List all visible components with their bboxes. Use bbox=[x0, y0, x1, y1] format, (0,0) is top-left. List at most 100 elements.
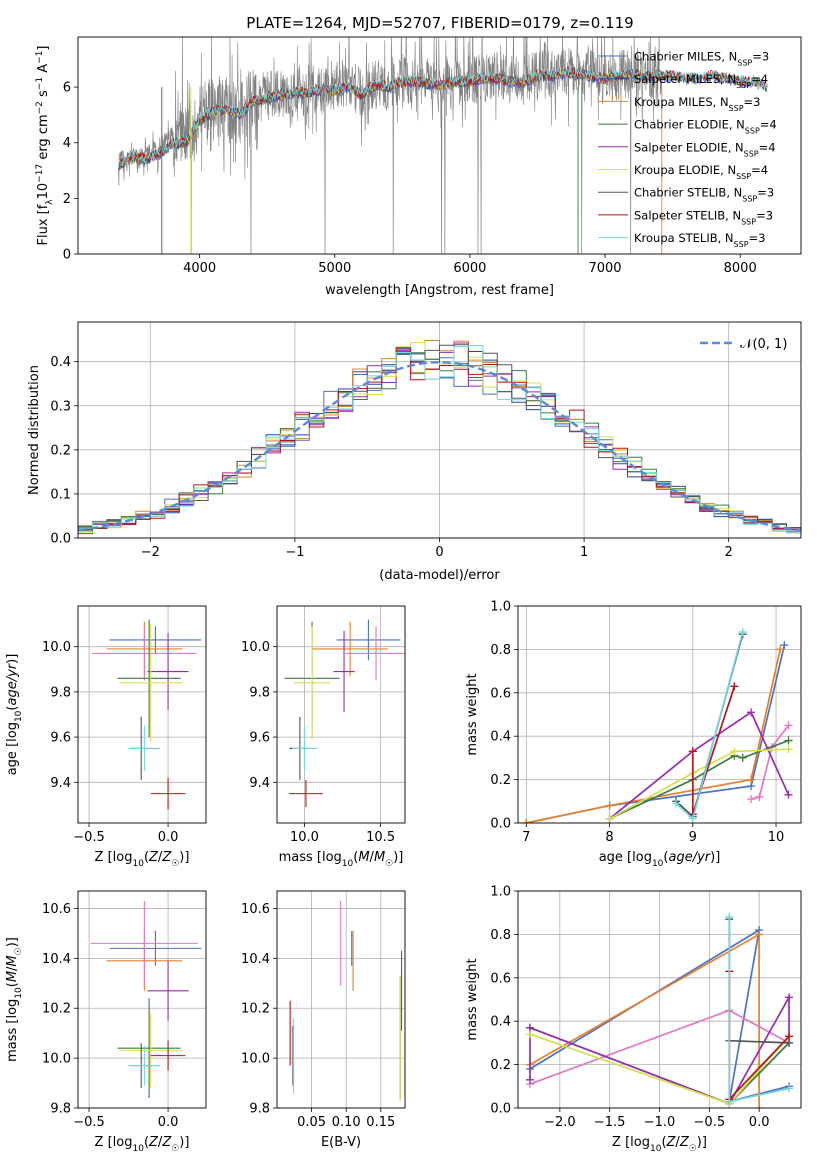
legend-sub: SSP bbox=[729, 103, 744, 112]
legend-sub: SSP bbox=[734, 240, 749, 249]
legend-sub: SSP bbox=[736, 81, 751, 90]
mass-weight-marker bbox=[525, 1075, 534, 1084]
x-tick-label: 8 bbox=[605, 830, 613, 845]
label-part: ☉ bbox=[171, 859, 179, 869]
residuals-panel: −2 −1 0 1 2 0.0 0.1 0.2 0.3 0.4 𝒩(0, 1) (data-model… bbox=[27, 321, 802, 583]
panel-x-label: Z [log10(Z/Z☉)] bbox=[95, 1135, 190, 1154]
label-part: ☉ bbox=[385, 859, 393, 869]
residuals-y-label: Normed distribution bbox=[27, 365, 42, 495]
label-part: M bbox=[5, 971, 20, 982]
mass-weight-marker bbox=[784, 736, 793, 745]
x-tick-label: −1.5 bbox=[594, 1115, 626, 1130]
label-part: age [log bbox=[5, 722, 20, 775]
mass-weight-marker bbox=[785, 1032, 794, 1041]
label-part: 10 bbox=[132, 859, 144, 869]
legend-text: Salpeter MILES, N bbox=[634, 72, 736, 86]
label-part: M bbox=[374, 850, 385, 865]
y-tick-label: 0.2 bbox=[50, 443, 71, 458]
panel-x-label: Z [log10(Z/Z☉)] bbox=[95, 850, 190, 869]
label-part: ( bbox=[353, 850, 358, 865]
y-tick-label: 0.8 bbox=[490, 928, 511, 943]
mass-weight-marker bbox=[785, 1084, 794, 1093]
legend-count: =3 bbox=[752, 50, 769, 64]
y-tick-label: 9.8 bbox=[50, 685, 71, 700]
mass-weight-marker bbox=[747, 795, 756, 804]
x-tick-label: 0.15 bbox=[366, 1115, 395, 1130]
x-tick-label: 0.0 bbox=[158, 830, 179, 845]
y-tick-label: 10.4 bbox=[241, 952, 270, 967]
label-part: M bbox=[358, 850, 369, 865]
label-part: ( bbox=[144, 850, 149, 865]
axes-frame bbox=[77, 890, 207, 1109]
x-tick-label: 0.0 bbox=[749, 1115, 770, 1130]
legend-count: =3 bbox=[757, 186, 774, 200]
y-tick-label: 10.2 bbox=[42, 1002, 71, 1017]
mass-weight-vs-metallicity-panel: −2.0 −1.5 −1.0 −0.5 0.0 0.0 0.2 0.4 0.6 0.8 1.0 Z [… bbox=[465, 885, 802, 1154]
residual-histogram bbox=[78, 345, 801, 536]
spectrum-model-line bbox=[118, 66, 768, 169]
y-tick-label: 10.2 bbox=[241, 1002, 270, 1017]
mass-weight-marker bbox=[688, 814, 697, 823]
x-tick-label: −2.0 bbox=[544, 1115, 576, 1130]
mass-weight-lines bbox=[522, 628, 793, 823]
legend-count: =4 bbox=[760, 118, 777, 132]
label-part: mass [log bbox=[279, 850, 342, 865]
axes-frame bbox=[276, 605, 406, 824]
label-part: 10 bbox=[36, 183, 51, 200]
y-tick-label: 9.6 bbox=[249, 731, 270, 746]
mass-weight-marker bbox=[730, 747, 739, 756]
spectrum-y-label: Flux [fλ10−17 erg cm−2 s−1 A−1] bbox=[35, 46, 55, 246]
mass-weight-marker bbox=[747, 708, 756, 717]
y-tick-label: 1.0 bbox=[490, 600, 511, 615]
legend-label: Chabrier ELODIE, NSSP=4 bbox=[634, 118, 777, 136]
label-part: 10 bbox=[132, 1144, 144, 1154]
mass-weight-lines bbox=[525, 913, 794, 1108]
residuals-x-label: (data-model)/error bbox=[379, 568, 500, 583]
legend-label: Salpeter MILES, NSSP=4 bbox=[634, 72, 768, 90]
legend-label: Salpeter STELIB, NSSP=3 bbox=[634, 208, 773, 226]
legend-label: Salpeter ELODIE, NSSP=4 bbox=[634, 140, 776, 158]
mass-weight-marker bbox=[730, 682, 739, 691]
mass-weight-marker bbox=[776, 645, 785, 654]
label-part: Z [log bbox=[95, 1135, 133, 1150]
y-tick-label: 0.6 bbox=[490, 971, 511, 986]
y-tick-label: 0.0 bbox=[50, 532, 71, 547]
axes-frame bbox=[517, 605, 802, 824]
label-part: 10 bbox=[14, 987, 24, 999]
label-part: erg cm bbox=[36, 114, 51, 163]
mass-weight-marker bbox=[784, 790, 793, 799]
error-bars bbox=[90, 900, 202, 1099]
legend-sub: SSP bbox=[745, 126, 760, 135]
label-part: −17 bbox=[35, 164, 45, 183]
label-part: ( bbox=[663, 850, 668, 865]
y-tick-label: 9.4 bbox=[50, 776, 71, 791]
label-part: Z bbox=[679, 1135, 690, 1150]
label-part: Z bbox=[148, 1135, 159, 1150]
grid bbox=[277, 606, 405, 823]
legend-count: =3 bbox=[744, 95, 761, 109]
label-part: ☉ bbox=[171, 1144, 179, 1154]
y-tick-label: 0.4 bbox=[490, 1015, 511, 1030]
legend-count: =4 bbox=[751, 163, 768, 177]
label-part: )] bbox=[179, 1135, 189, 1150]
label-part: Z bbox=[161, 1135, 172, 1150]
label-part: −1 bbox=[35, 77, 45, 90]
legend-sub: SSP bbox=[742, 194, 757, 203]
x-tick-label: 0.10 bbox=[332, 1115, 361, 1130]
x-tick-label: 0.05 bbox=[297, 1115, 326, 1130]
x-tick-label: −0.5 bbox=[73, 1115, 105, 1130]
mass-weight-line bbox=[526, 649, 782, 823]
y-tick-label: 0.3 bbox=[50, 399, 71, 414]
y-tick-label: 10.6 bbox=[42, 902, 71, 917]
label-part: / bbox=[370, 850, 375, 865]
mass-weight-marker bbox=[785, 993, 794, 1002]
residuals-plot bbox=[78, 340, 801, 536]
mass-vs-extinction-panel: 0.05 0.10 0.15 9.8 10.0 10.2 10.4 10.6 E(B-V) bbox=[241, 890, 406, 1150]
mass-weight-marker bbox=[738, 628, 747, 637]
label-part: −1 bbox=[35, 51, 45, 64]
y-tick-label: 0.4 bbox=[50, 355, 71, 370]
panel-y-label: mass [log10(M/M☉)] bbox=[5, 937, 24, 1062]
